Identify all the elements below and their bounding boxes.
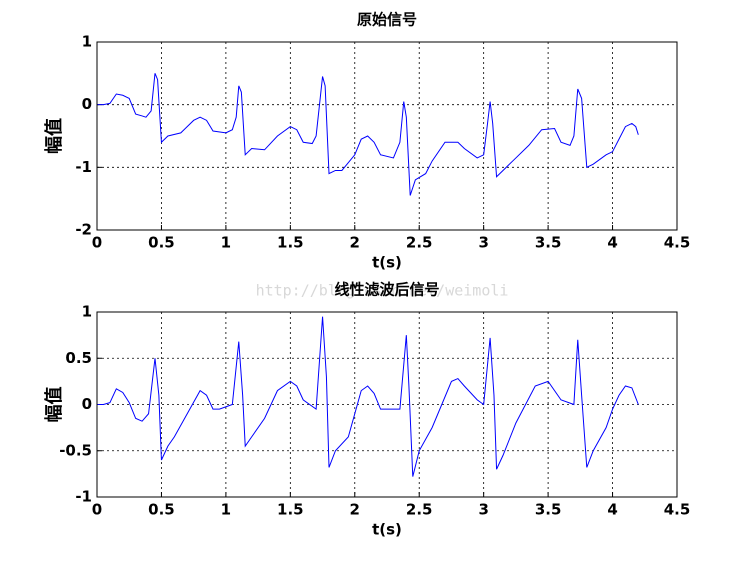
y-tick-label: 0	[82, 395, 92, 413]
chart-title: 线性滤波后信号	[334, 281, 439, 299]
x-tick-label: 0.5	[148, 501, 175, 519]
signal-line	[97, 316, 639, 477]
axes-frame	[96, 41, 678, 231]
x-tick-label: 2.5	[406, 501, 433, 519]
x-tick-label: 1.5	[277, 501, 304, 519]
x-tick-label: 1.5	[277, 234, 304, 252]
x-tick-label: 4	[607, 501, 617, 519]
x-axis-label: t(s)	[372, 254, 402, 272]
signal-line	[97, 73, 639, 196]
y-tick-label: 0	[82, 95, 92, 113]
y-tick-label: -2	[75, 221, 92, 239]
x-tick-label: 0	[92, 234, 102, 252]
x-tick-label: 1	[221, 501, 231, 519]
y-tick-label: -0.5	[59, 441, 92, 459]
axes-frame	[96, 311, 678, 498]
x-tick-label: 3.5	[535, 234, 562, 252]
x-tick-label: 4.5	[664, 501, 691, 519]
x-tick-label: 3	[478, 234, 488, 252]
x-tick-label: 4	[607, 234, 617, 252]
plot-area	[97, 42, 677, 230]
x-tick-label: 4.5	[664, 234, 691, 252]
y-tick-label: 1	[82, 33, 92, 51]
x-tick-label: 0.5	[148, 234, 175, 252]
y-tick-label: -1	[75, 488, 92, 506]
chart-title: 原始信号	[357, 11, 417, 29]
y-axis-label: 幅值	[43, 387, 65, 423]
y-tick-label: -1	[75, 158, 92, 176]
x-axis-label: t(s)	[372, 521, 402, 539]
x-tick-label: 2.5	[406, 234, 433, 252]
x-tick-label: 2	[350, 234, 360, 252]
x-tick-label: 2	[350, 501, 360, 519]
x-tick-label: 3.5	[535, 501, 562, 519]
y-tick-label: 0.5	[65, 349, 92, 367]
y-axis-label: 幅值	[43, 118, 65, 154]
x-tick-label: 3	[478, 501, 488, 519]
y-tick-label: 1	[82, 303, 92, 321]
x-tick-label: 0	[92, 501, 102, 519]
x-tick-label: 1	[221, 234, 231, 252]
watermark: http://blog.csdn.net/weimoli	[256, 282, 509, 300]
